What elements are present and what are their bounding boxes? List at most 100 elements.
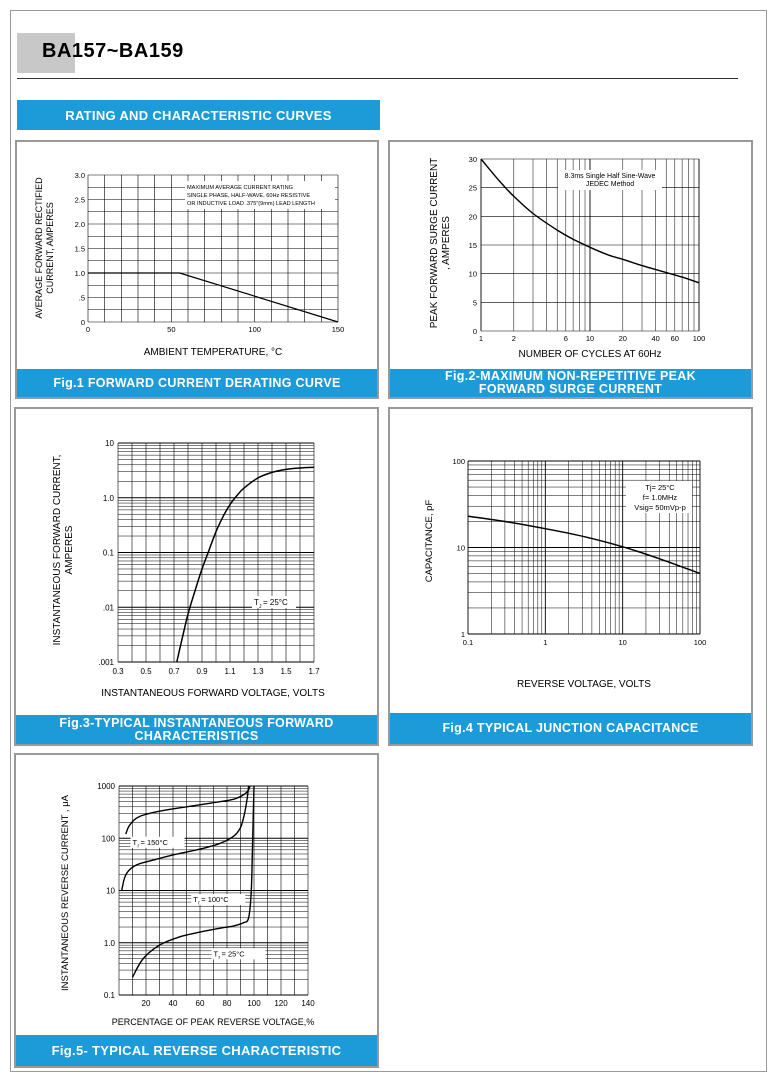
fig2-y-tick-label: 0 — [473, 327, 477, 336]
fig1-y-tick-label: .5 — [79, 294, 85, 303]
fig1-y-tick-label: 2.5 — [75, 196, 85, 205]
fig5-x-tick-label: 120 — [274, 999, 288, 1008]
fig2-annotation-box — [558, 170, 662, 190]
fig5-series-label-val: = 25°C — [222, 949, 246, 958]
fig3-caption: Fig.3-TYPICAL INSTANTANEOUS FORWARD CHAR… — [16, 715, 377, 744]
fig4-x-axis-label: REVERSE VOLTAGE, VOLTS — [517, 679, 651, 690]
fig2-y-tick-label: 25 — [469, 184, 477, 193]
fig1-panel: MAXIMUM AVERAGE CURRENT RATING SINGLE PHA… — [15, 140, 379, 399]
fig5-curve-2 — [121, 785, 250, 891]
fig5-y-tick-label: 1.0 — [104, 939, 116, 948]
fig2-y-axis-label: PEAK FORWARD SURGE CURRENT, AMPERES — [429, 158, 452, 329]
fig4-y-tick-label: 10 — [457, 544, 465, 553]
fig2-y-tick-label: 15 — [469, 241, 477, 250]
fig5-series-label-sub: r — [138, 843, 140, 849]
fig2-annotation-line: JEDEC Method — [586, 181, 634, 188]
fig4-curve — [467, 515, 701, 575]
fig3-x-tick-label: 1.7 — [308, 667, 320, 676]
fig1-x-tick-label: 0 — [86, 325, 90, 334]
title-accent-block — [17, 33, 75, 73]
fig1-y-tick-label: 1.0 — [75, 269, 85, 278]
fig2-y-tick-label: 10 — [469, 270, 477, 279]
fig4-annotation-line: f= 1.0MHz — [643, 493, 678, 502]
fig2-x-tick-label: 100 — [693, 334, 706, 343]
fig4-annotation-box — [626, 481, 692, 513]
fig1-caption-line: Fig.1 FORWARD CURRENT DERATING CURVE — [53, 375, 341, 390]
fig2-curve — [480, 158, 700, 284]
fig5-chart: 20 40 60 80 100 120 140 0.1 1.0 10 100 1000 T r = 150… — [60, 782, 315, 1027]
fig5-curve-3 — [131, 785, 255, 978]
fig3-y-tick-label: 10 — [105, 439, 114, 448]
fig2-x-tick-label: 20 — [619, 334, 627, 343]
section-banner: RATING AND CHARACTERISTIC CURVES — [17, 100, 380, 130]
fig4-panel: Tj= 25°C f= 1.0MHz Vsig= 50mVp-p 0.1 1 10 100 1… — [388, 407, 753, 746]
fig5-x-tick-label: 100 — [247, 999, 261, 1008]
fig1-annotation-box — [185, 181, 335, 209]
fig1-x-tick-label: 100 — [248, 325, 261, 334]
fig1-chart: MAXIMUM AVERAGE CURRENT RATING SINGLE PHA… — [34, 171, 345, 358]
fig3-x-axis-label: INSTANTANEOUS FORWARD VOLTAGE, VOLTS — [101, 688, 325, 699]
fig5-series-label-bg — [211, 948, 266, 960]
fig3-panel: 0.3 0.5 0.7 0.9 1.1 1.3 1.5 1.7 .001 .01 0.1 1.0 10 T… — [14, 407, 379, 746]
fig2-y-tick-label: 5 — [473, 298, 477, 307]
fig5-series-label-bg — [191, 894, 246, 906]
fig5-y-tick-label: 100 — [102, 834, 116, 843]
fig3-chart: 0.3 0.5 0.7 0.9 1.1 1.3 1.5 1.7 .001 .01 0.1 1.0 10 T… — [52, 439, 325, 699]
fig2-x-tick-label: 2 — [512, 334, 516, 343]
fig3-x-tick-label: 0.3 — [112, 667, 124, 676]
fig1-y-tick-label: 2.0 — [75, 220, 85, 229]
fig3-x-tick-label: 1.5 — [280, 667, 292, 676]
fig2-x-tick-label: 40 — [651, 334, 659, 343]
fig1-x-axis-label: AMBIENT TEMPERATURE, °C — [144, 347, 282, 358]
fig3-curve — [176, 466, 315, 663]
fig1-caption: Fig.1 FORWARD CURRENT DERATING CURVE — [17, 369, 377, 397]
fig4-annotation-line: Tj= 25°C — [645, 483, 675, 492]
fig1-curve — [88, 272, 339, 323]
fig3-y-tick-label: 0.1 — [103, 549, 115, 558]
fig1-y-tick-label: 3.0 — [75, 171, 85, 180]
fig5-series-label-t: T — [193, 895, 198, 904]
fig3-annotation-sub: J — [259, 604, 262, 610]
fig2-y-tick-label: 20 — [469, 212, 477, 221]
fig1-y-axis-label-line: AVERAGE FORWARD RECTIFIED — [34, 177, 44, 319]
fig1-annotation-line: MAXIMUM AVERAGE CURRENT RATING — [187, 185, 293, 191]
fig1-x-tick-label: 150 — [332, 325, 345, 334]
fig3-annotation-box — [252, 596, 296, 608]
fig3-y-axis-label: INSTANTANEOUS FORWARD CURRENT, AMPERES — [52, 455, 75, 646]
fig4-y-axis-label: CAPACITANCE, pF — [424, 500, 435, 583]
fig5-x-tick-label: 40 — [169, 999, 178, 1008]
fig2-caption-line-2: FORWARD SURGE CURRENT — [478, 382, 663, 396]
fig2-x-tick-label: 60 — [671, 334, 679, 343]
fig2-x-axis-label: NUMBER OF CYCLES AT 60Hz — [519, 349, 662, 360]
fig5-x-tick-label: 20 — [142, 999, 151, 1008]
fig4-x-tick-label: 0.1 — [463, 638, 473, 647]
fig5-series-label-sub: r — [219, 955, 221, 961]
fig3-annotation-val: = 25°C — [263, 598, 288, 607]
fig3-y-axis-label-line: INSTANTANEOUS FORWARD CURRENT, — [52, 455, 63, 646]
fig5-curve-1 — [125, 785, 251, 835]
fig5-series-label-val: = 150°C — [141, 838, 169, 847]
fig3-x-tick-label: 0.5 — [140, 667, 152, 676]
fig4-annotation-line: Vsig= 50mVp-p — [634, 503, 686, 512]
fig2-caption-line-1: Fig.2-MAXIMUM NON-REPETITIVE PEAK — [445, 369, 696, 383]
fig4-y-tick-label: 100 — [452, 457, 465, 466]
fig5-y-tick-label: 0.1 — [104, 991, 116, 1000]
fig2-x-tick-label: 1 — [479, 334, 483, 343]
fig3-x-tick-label: 1.3 — [252, 667, 264, 676]
fig3-annotation-t: T — [254, 598, 259, 607]
fig5-x-tick-label: 80 — [223, 999, 232, 1008]
fig1-y-tick-label: 0 — [81, 318, 85, 327]
fig5-y-axis-label: INSTANTANEOUS REVERSE CURRENT , μA — [60, 794, 71, 991]
fig5-x-tick-label: 60 — [196, 999, 205, 1008]
fig2-y-tick-label: 30 — [469, 155, 477, 164]
fig3-caption-line-1: Fig.3-TYPICAL INSTANTANEOUS FORWARD — [59, 715, 334, 730]
fig2-y-axis-label-line: , AMPERES — [441, 216, 452, 270]
fig3-y-axis-label-line: AMPERES — [64, 525, 75, 574]
fig5-caption-line: Fig.5- TYPICAL REVERSE CHARACTERISTIC — [51, 1043, 342, 1058]
title-divider — [17, 78, 738, 79]
page-title: BA157~BA159 — [42, 40, 184, 62]
fig4-x-tick-label: 100 — [694, 638, 707, 647]
